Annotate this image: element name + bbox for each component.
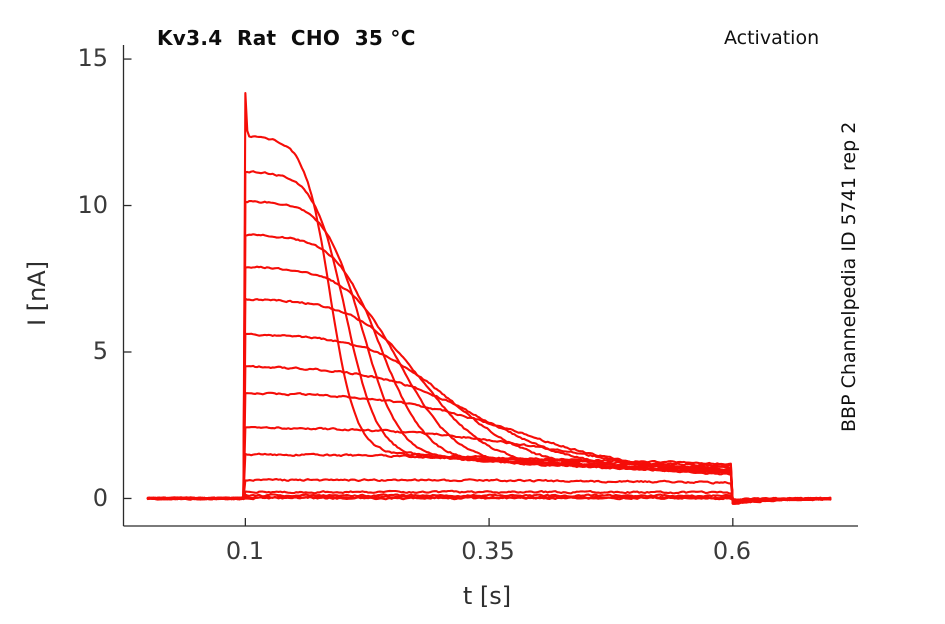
x-tick-label-0p35: 0.35 [461,537,515,565]
current-trace [146,332,832,504]
y-tick-label-10: 10 [77,191,108,219]
current-trace [146,489,832,502]
current-trace [146,493,832,502]
current-trace [146,170,832,505]
current-trace [146,478,832,503]
current-trace [146,452,832,503]
protocol-label: Activation [724,27,820,49]
y-axis-label: I [nA] [23,260,51,326]
side-watermark: BBP Channelpedia ID 5741 rep 2 [838,121,860,433]
current-trace [146,495,832,502]
x-tick-label-0p6: 0.6 [712,537,752,565]
current-trace [146,91,832,505]
current-trace [146,391,832,504]
trace-group [146,91,832,505]
x-axis-label: t [s] [462,582,512,610]
y-tick-label-0: 0 [92,484,108,512]
y-tick-label-5: 5 [92,337,108,365]
x-tick-label-0p1: 0.1 [225,537,265,565]
y-tick-label-15: 15 [77,44,108,72]
page-title: Kv3.4 Rat CHO 35 °C [157,26,416,50]
current-trace [146,233,832,505]
current-trace [146,425,832,504]
